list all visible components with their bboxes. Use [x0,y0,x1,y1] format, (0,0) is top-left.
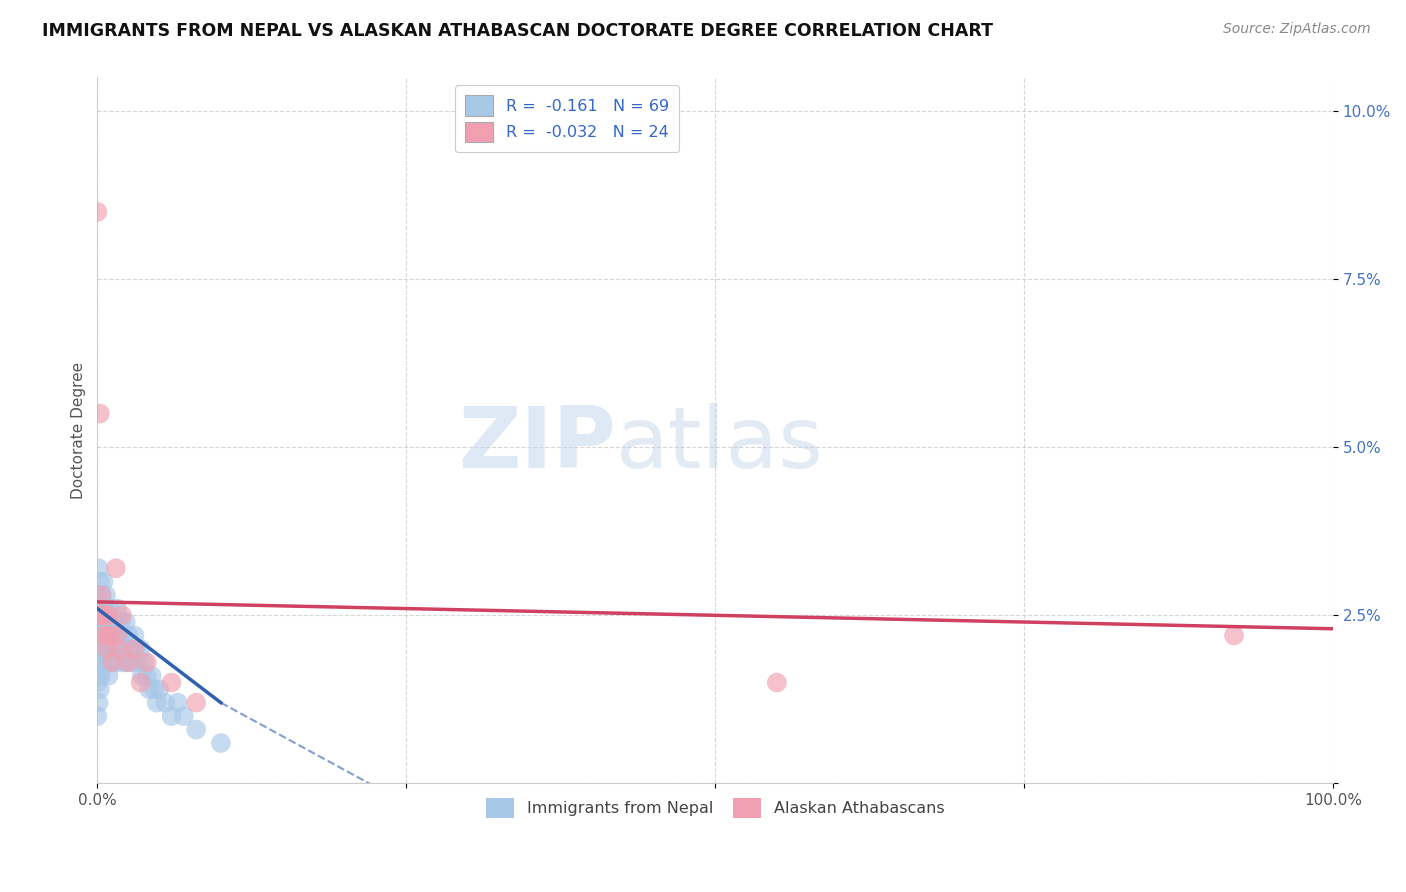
Point [145,696,167,710]
Point [90,669,112,683]
Text: ZIP: ZIP [458,403,616,486]
Point [155,696,177,710]
Point [166,696,188,710]
Point [93,628,115,642]
Point [89,615,111,629]
Point [93,574,115,589]
Point [111,628,134,642]
Point [117,628,139,642]
Point [87,641,110,656]
Point [129,675,152,690]
Y-axis label: Doctorate Degree: Doctorate Degree [72,362,86,499]
Point [97,608,120,623]
Point [108,641,131,656]
Point [135,656,157,670]
Point [91,588,114,602]
Point [117,656,139,670]
Text: atlas: atlas [616,403,824,486]
Point [124,641,146,656]
Point [89,656,111,670]
Point [86,205,108,219]
Point [111,608,134,623]
Point [112,656,135,670]
Point [105,601,128,615]
Point [101,656,124,670]
Point [93,615,115,629]
Point [124,641,146,656]
Point [105,656,128,670]
Point [87,696,110,710]
Point [766,675,789,690]
Point [127,656,149,670]
Point [89,407,111,421]
Point [148,682,170,697]
Point [186,696,208,710]
Point [93,656,115,670]
Point [160,675,183,690]
Point [87,608,110,623]
Point [107,628,129,642]
Point [141,669,163,683]
Point [94,628,117,642]
Point [90,628,112,642]
Point [160,709,183,723]
Legend: Immigrants from Nepal, Alaskan Athabascans: Immigrants from Nepal, Alaskan Athabasca… [479,791,950,825]
Point [98,628,121,642]
Point [97,669,120,683]
Point [209,736,232,750]
Point [96,641,118,656]
Point [89,574,111,589]
Point [134,656,156,670]
Point [143,682,166,697]
Point [89,682,111,697]
Point [94,608,117,623]
Point [86,656,108,670]
Point [90,588,112,602]
Text: Source: ZipAtlas.com: Source: ZipAtlas.com [1223,22,1371,37]
Point [87,608,110,623]
Point [86,675,108,690]
Point [94,641,117,656]
Point [86,709,108,723]
Point [110,615,132,629]
Point [114,615,136,629]
Point [131,669,153,683]
Point [91,641,114,656]
Point [90,601,112,615]
Point [104,628,127,642]
Point [94,628,117,642]
Point [87,669,110,683]
Point [104,561,127,575]
Point [96,656,118,670]
Point [135,669,157,683]
Point [86,588,108,602]
Point [124,628,146,642]
Point [86,628,108,642]
Point [94,601,117,615]
Point [186,723,208,737]
Point [100,615,122,629]
Point [98,601,121,615]
Point [96,615,118,629]
Point [114,641,136,656]
Point [105,628,128,642]
Point [101,628,124,642]
Point [108,641,131,656]
Point [103,641,125,656]
Point [87,561,110,575]
Point [115,656,138,670]
Text: IMMIGRANTS FROM NEPAL VS ALASKAN ATHABASCAN DOCTORATE DEGREE CORRELATION CHART: IMMIGRANTS FROM NEPAL VS ALASKAN ATHABAS… [42,22,993,40]
Point [97,628,120,642]
Point [1223,628,1246,642]
Point [138,682,160,697]
Point [121,656,143,670]
Point [118,641,141,656]
Point [98,641,121,656]
Point [173,709,195,723]
Point [91,608,114,623]
Point [104,615,127,629]
Point [129,641,152,656]
Point [94,588,117,602]
Point [100,656,122,670]
